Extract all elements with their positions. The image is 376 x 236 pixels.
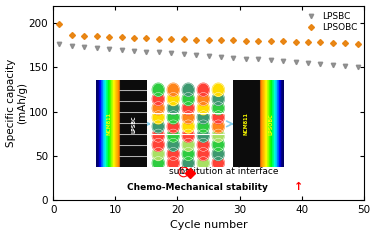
LPSOBC bbox=[169, 38, 173, 41]
LPSOBC bbox=[281, 39, 285, 42]
LPSBC bbox=[256, 58, 261, 61]
Y-axis label: Specific capacity
(mAh/g): Specific capacity (mAh/g) bbox=[6, 59, 27, 147]
LPSOBC bbox=[268, 39, 273, 42]
LPSBC bbox=[132, 49, 136, 52]
LPSOBC bbox=[306, 40, 310, 43]
LPSBC bbox=[355, 66, 360, 69]
LPSBC bbox=[94, 46, 99, 49]
LPSOBC bbox=[244, 39, 248, 42]
LPSOBC bbox=[206, 39, 211, 42]
Line: LPSBC: LPSBC bbox=[57, 42, 360, 70]
LPSBC bbox=[169, 52, 173, 55]
Text: ↑: ↑ bbox=[294, 182, 303, 192]
LPSOBC bbox=[132, 37, 136, 40]
LPSBC bbox=[306, 62, 310, 64]
LPSBC bbox=[194, 54, 199, 56]
LPSBC bbox=[119, 48, 124, 51]
LPSBC bbox=[82, 46, 86, 49]
LPSOBC bbox=[194, 39, 199, 42]
LPSBC bbox=[268, 59, 273, 62]
LPSOBC bbox=[256, 39, 261, 42]
LPSBC bbox=[206, 55, 211, 57]
LPSOBC bbox=[318, 40, 323, 43]
LPSBC bbox=[244, 57, 248, 60]
X-axis label: Cycle number: Cycle number bbox=[170, 220, 247, 230]
LPSBC bbox=[293, 61, 298, 63]
LPSOBC bbox=[219, 39, 223, 42]
Text: Chemo-Mechanical stability: Chemo-Mechanical stability bbox=[127, 183, 271, 192]
Text: O: O bbox=[180, 167, 187, 176]
LPSOBC bbox=[107, 36, 111, 39]
LPSOBC bbox=[293, 40, 298, 43]
LPSOBC bbox=[355, 42, 360, 45]
LPSBC bbox=[181, 53, 186, 56]
LPSOBC bbox=[70, 33, 74, 36]
LPSOBC bbox=[119, 36, 124, 39]
LPSOBC bbox=[57, 23, 62, 25]
LPSBC bbox=[70, 45, 74, 48]
LPSBC bbox=[144, 50, 149, 53]
Text: substitution at interface: substitution at interface bbox=[169, 167, 279, 176]
LPSBC bbox=[331, 63, 335, 66]
LPSBC bbox=[156, 51, 161, 54]
LPSOBC bbox=[181, 38, 186, 41]
LPSOBC bbox=[144, 37, 149, 40]
LPSOBC bbox=[331, 41, 335, 44]
Line: LPSOBC: LPSOBC bbox=[57, 22, 360, 46]
LPSBC bbox=[231, 56, 236, 59]
LPSOBC bbox=[343, 41, 347, 44]
LPSBC bbox=[57, 43, 62, 46]
LPSOBC bbox=[82, 34, 86, 37]
LPSBC bbox=[219, 55, 223, 58]
LPSBC bbox=[281, 60, 285, 63]
LPSBC bbox=[318, 63, 323, 65]
LPSOBC bbox=[231, 39, 236, 42]
LPSBC bbox=[343, 64, 347, 67]
LPSOBC bbox=[156, 38, 161, 41]
LPSOBC bbox=[94, 35, 99, 38]
LPSBC bbox=[107, 47, 111, 50]
Legend: LPSBC, LPSOBC: LPSBC, LPSOBC bbox=[300, 10, 359, 34]
